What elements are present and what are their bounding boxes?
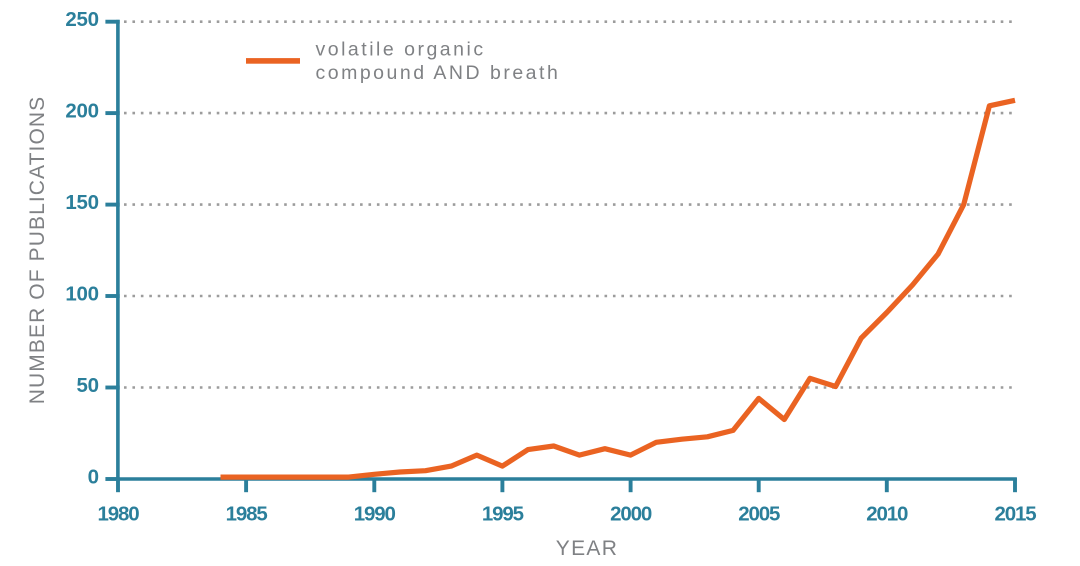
svg-text:200: 200 xyxy=(65,100,98,123)
svg-text:2000: 2000 xyxy=(610,502,652,525)
svg-text:1995: 1995 xyxy=(482,502,524,525)
svg-text:50: 50 xyxy=(76,374,98,397)
svg-text:compound AND breath: compound AND breath xyxy=(316,62,561,84)
svg-text:NUMBER OF PUBLICATIONS: NUMBER OF PUBLICATIONS xyxy=(26,96,49,405)
svg-text:2005: 2005 xyxy=(738,502,780,525)
svg-text:YEAR: YEAR xyxy=(556,537,618,560)
svg-text:100: 100 xyxy=(65,283,98,306)
svg-text:150: 150 xyxy=(65,191,98,214)
svg-text:volatile organic: volatile organic xyxy=(316,38,486,60)
svg-text:1985: 1985 xyxy=(226,502,268,525)
svg-text:2015: 2015 xyxy=(994,502,1036,525)
svg-text:250: 250 xyxy=(65,8,98,31)
svg-text:0: 0 xyxy=(88,465,99,488)
svg-text:2010: 2010 xyxy=(866,502,908,525)
svg-text:1990: 1990 xyxy=(354,502,396,525)
svg-text:1980: 1980 xyxy=(97,502,139,525)
